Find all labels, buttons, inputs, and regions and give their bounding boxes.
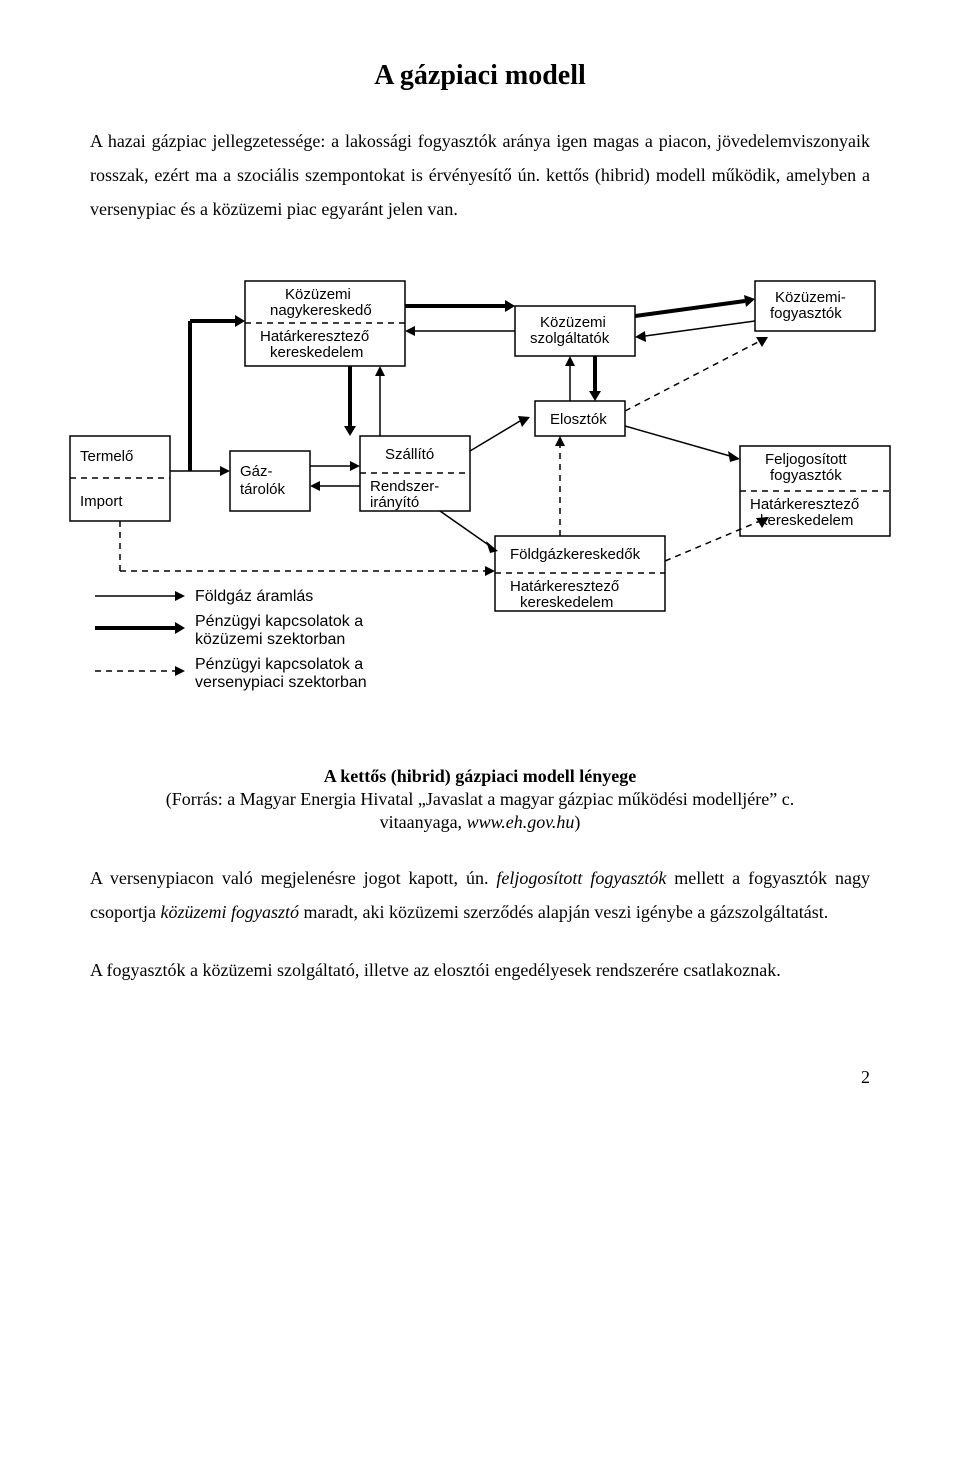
page-number: 2 (90, 1067, 870, 1088)
node-hatarker3: Határkeresztezőkereskedelem (750, 496, 859, 529)
legend-public: Pénzügyi kapcsolatok aközüzemi szektorba… (195, 613, 363, 648)
diagram-source-2: vitaanyaga, www.eh.gov.hu) (90, 812, 870, 833)
page: A gázpiaci modell A hazai gázpiac jelleg… (0, 0, 960, 1128)
node-kozuzemi-fogy: Közüzemi-fogyasztók (770, 289, 846, 322)
paragraph-3: A fogyasztók a közüzemi szolgáltató, ill… (90, 953, 870, 987)
diagram-caption: A kettős (hibrid) gázpiaci modell lényeg… (90, 766, 870, 787)
node-hatarker1: Határkeresztezőkereskedelem (260, 328, 369, 361)
node-feljogositott: Feljogosítottfogyasztók (765, 451, 848, 484)
legend-flow: Földgáz áramlás (195, 588, 313, 605)
node-hatarker2: Határkeresztezőkereskedelem (510, 578, 619, 611)
legend-market: Pénzügyi kapcsolatok aversenypiaci szekt… (195, 656, 367, 691)
paragraph-2: A versenypiacon való megjelenésre jogot … (90, 861, 870, 929)
page-title: A gázpiaci modell (90, 60, 870, 92)
node-szallito: Szállító (385, 446, 434, 463)
paragraph-1: A hazai gázpiac jellegzetessége: a lakos… (90, 124, 870, 227)
diagram-container: Termelő Import Gáz-tárolók Közüzeminagyk… (60, 251, 900, 736)
node-import: Import (80, 493, 123, 510)
node-termelo: Termelő (80, 448, 133, 465)
node-kozuzemi-szolg: Közüzemiszolgáltatók (530, 314, 610, 347)
gas-market-diagram: Termelő Import Gáz-tárolók Közüzeminagyk… (60, 251, 900, 731)
node-elosztok: Elosztók (550, 411, 607, 428)
node-foldgazker: Földgázkereskedők (510, 546, 641, 563)
diagram-source-1: (Forrás: a Magyar Energia Hivatal „Javas… (90, 789, 870, 810)
